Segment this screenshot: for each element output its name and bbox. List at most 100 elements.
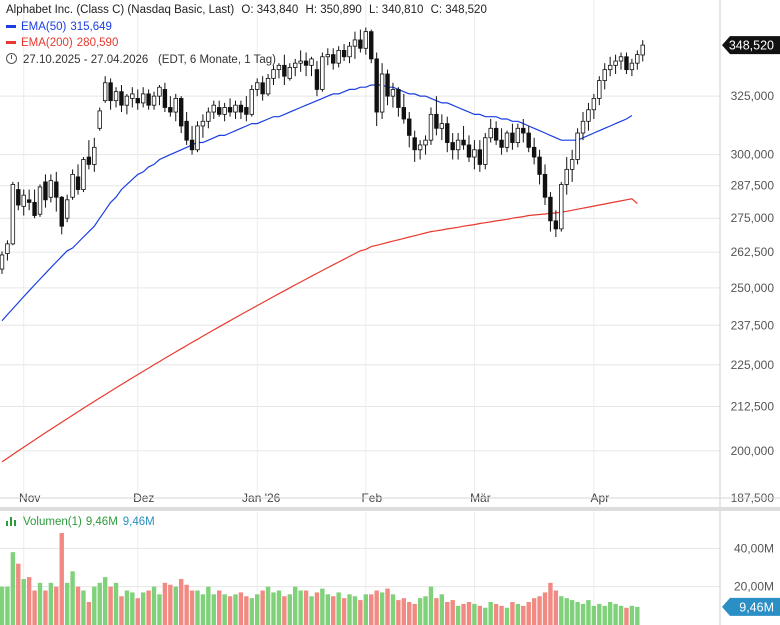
candle-body: [298, 60, 303, 64]
volume-badge-label: 9,46M: [739, 600, 774, 614]
low-label: L:: [369, 4, 379, 16]
volume-bar: [303, 590, 309, 625]
candle-body: [423, 139, 428, 146]
ema50-legend[interactable]: EMA(50) 315,649: [6, 21, 112, 33]
price-badge: [722, 36, 780, 55]
volume-bar: [358, 600, 363, 625]
ema200-legend[interactable]: EMA(200) 280,590: [6, 37, 118, 49]
volume-bar: [580, 603, 586, 625]
volume-bar: [477, 605, 483, 625]
volume-badge: [722, 597, 780, 616]
volume-bar: [493, 603, 499, 625]
ema200-swatch: [6, 41, 16, 45]
candle-body: [434, 113, 439, 129]
volume-bar: [618, 605, 624, 625]
volume-bar: [260, 590, 265, 625]
candle-body: [352, 39, 358, 47]
volume-bar: [542, 592, 548, 625]
candle-body: [309, 58, 314, 66]
candle-body: [287, 67, 292, 79]
candle-body: [146, 93, 151, 106]
volume-bar: [569, 600, 575, 625]
candle-body: [43, 181, 48, 201]
candle-body: [374, 58, 379, 113]
volume-bar: [586, 600, 591, 625]
candle-body: [0, 254, 5, 270]
volume-bars: [0, 533, 640, 625]
high-label: H:: [305, 4, 318, 16]
volume-bar: [369, 594, 374, 625]
candle-body: [119, 91, 124, 106]
candle-body: [238, 104, 244, 113]
volume-bar: [276, 590, 282, 625]
candle-body: [553, 220, 559, 230]
candle-body: [303, 60, 309, 66]
volume-bar: [526, 602, 531, 625]
candle-body: [282, 64, 287, 77]
candle-body: [417, 144, 423, 151]
volume-bar: [521, 605, 526, 625]
volume-bar: [347, 594, 352, 625]
ema200-path: [1, 198, 638, 463]
candle-body: [113, 91, 119, 102]
volume-bar: [140, 592, 146, 625]
volume-bar: [184, 584, 189, 625]
candle-body: [162, 89, 168, 108]
candle-body: [244, 107, 249, 115]
volume-bar: [602, 605, 607, 625]
volume-bar: [102, 577, 108, 625]
candle-body: [624, 56, 629, 71]
candle-body: [607, 64, 613, 71]
period-legend: 27.10.2025 - 27.04.2026 (EDT, 6 Monate, …: [6, 53, 276, 66]
volume-bar: [548, 582, 553, 625]
panel-divider: [0, 507, 780, 511]
candle-body: [510, 132, 515, 143]
ema200-line: [1, 198, 638, 463]
candle-body: [206, 111, 211, 122]
volume-bar: [168, 584, 173, 625]
volume-bar: [282, 596, 287, 625]
candle-body: [602, 69, 607, 81]
candle-body: [472, 149, 477, 158]
volume-bar: [483, 607, 488, 625]
volume-legend[interactable]: Volumen(1) 9,46M 9,46M: [6, 516, 155, 528]
volume-bar: [629, 605, 635, 625]
candle-body: [569, 159, 575, 170]
candle-body: [271, 69, 276, 79]
candle-body: [504, 132, 510, 148]
candle-body: [483, 137, 488, 165]
ema50-path: [1, 84, 633, 322]
volume-bar: [238, 592, 244, 625]
volume-bar: [32, 590, 37, 625]
candle-body: [401, 107, 407, 120]
volume-bar: [249, 598, 254, 625]
candle-body: [10, 184, 16, 245]
candle-body: [379, 73, 385, 113]
volume-bar: [26, 577, 32, 625]
volume-bar: [434, 598, 439, 625]
volume-bar: [374, 590, 379, 625]
candle-body: [331, 54, 336, 64]
candle-body: [385, 73, 390, 97]
volume-bar: [537, 596, 542, 625]
volume-bar: [607, 602, 613, 625]
candle-body: [86, 156, 92, 165]
volume-bar: [423, 596, 428, 625]
volume-bar: [412, 603, 417, 625]
volume-bar: [146, 590, 151, 625]
candle-body: [407, 118, 412, 136]
volume-bar: [531, 598, 537, 625]
high-value: 350,890: [320, 4, 362, 16]
volume-bar: [396, 600, 401, 625]
volume-bar: [385, 588, 390, 625]
candle-body: [255, 82, 260, 90]
volume-bar: [70, 571, 75, 625]
volume-value-1: 9,46M: [85, 516, 118, 528]
volume-bar: [597, 603, 602, 625]
volume-bar: [206, 586, 211, 625]
candle-body: [260, 82, 265, 95]
candle-body: [548, 196, 553, 222]
candle-body: [461, 139, 466, 146]
candle-body: [542, 173, 548, 198]
volume-bar: [48, 582, 54, 625]
